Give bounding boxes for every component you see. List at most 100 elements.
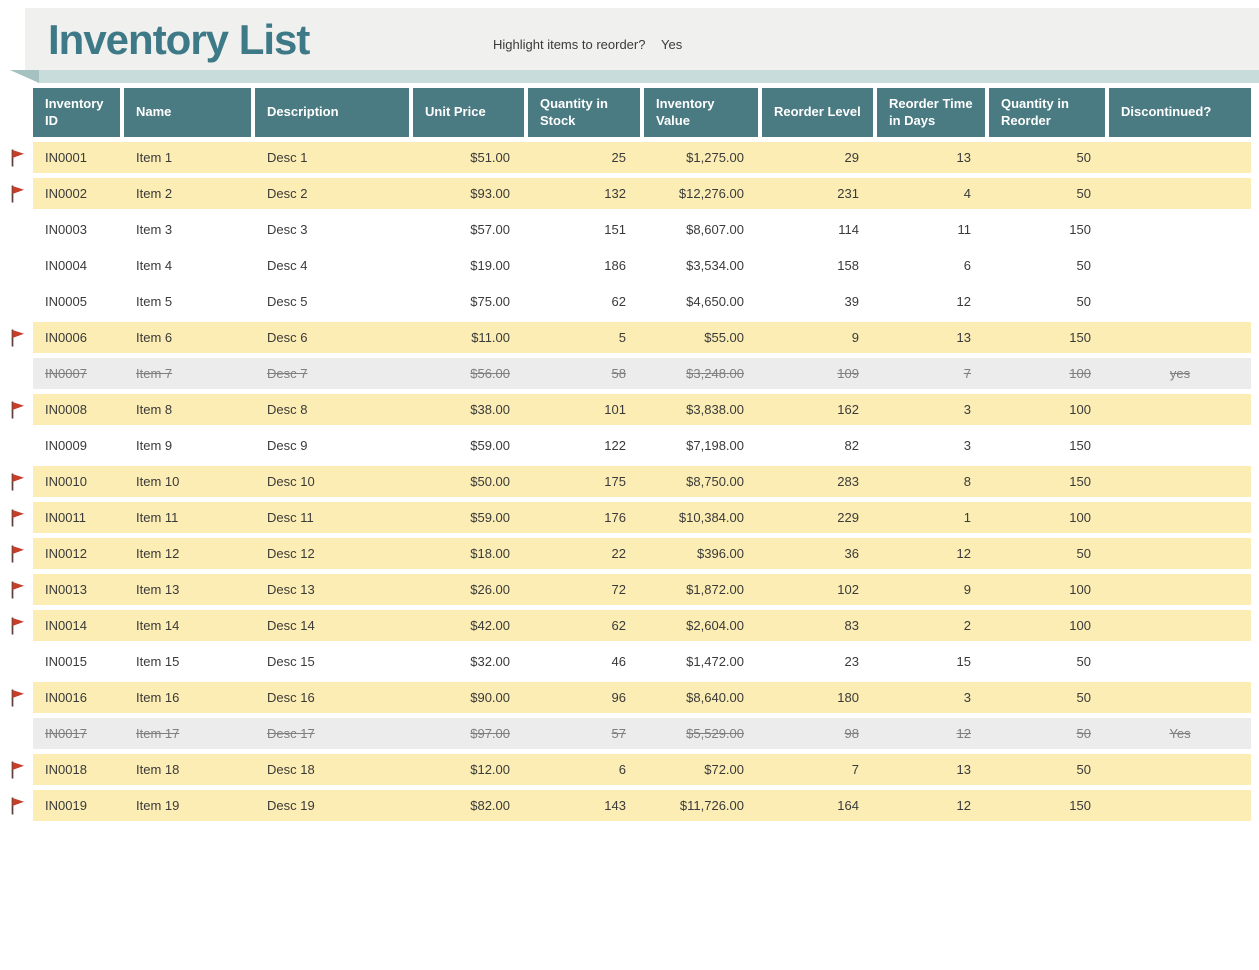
- cell-name[interactable]: Item 15: [136, 654, 180, 669]
- cell-quantity-in-reorder[interactable]: 50: [1076, 150, 1091, 165]
- cell-inventory-value[interactable]: $8,750.00: [686, 474, 744, 489]
- cell-inventory-value[interactable]: $2,604.00: [686, 618, 744, 633]
- cell-description[interactable]: Desc 14: [267, 618, 315, 633]
- cell-description[interactable]: Desc 11: [267, 510, 314, 525]
- cell-quantity-in-stock[interactable]: 151: [604, 222, 626, 237]
- cell-name[interactable]: Item 2: [136, 186, 173, 201]
- cell-description[interactable]: Desc 19: [267, 798, 315, 813]
- cell-description[interactable]: Desc 10: [267, 474, 315, 489]
- cell-quantity-in-stock[interactable]: 25: [611, 150, 626, 165]
- cell-quantity-in-reorder[interactable]: 150: [1069, 798, 1091, 813]
- cell-description[interactable]: Desc 1: [267, 150, 308, 165]
- cell-reorder-time[interactable]: 3: [963, 402, 971, 417]
- cell-name[interactable]: Item 1: [136, 150, 173, 165]
- cell-reorder-level[interactable]: 29: [844, 150, 859, 165]
- cell-description[interactable]: Desc 2: [267, 186, 308, 201]
- cell-description[interactable]: Desc 8: [267, 402, 308, 417]
- header-cell-reorder-level[interactable]: Reorder Level: [762, 88, 873, 137]
- cell-name[interactable]: Item 7: [136, 366, 173, 381]
- cell-inventory-id[interactable]: IN0004: [45, 258, 87, 273]
- cell-description[interactable]: Desc 4: [267, 258, 308, 273]
- header-cell-quantity-in-stock[interactable]: Quantity in Stock: [528, 88, 640, 137]
- header-cell-quantity-in-reorder[interactable]: Quantity in Reorder: [989, 88, 1105, 137]
- cell-inventory-value[interactable]: $7,198.00: [686, 438, 744, 453]
- cell-name[interactable]: Item 18: [136, 762, 180, 777]
- cell-inventory-id[interactable]: IN0006: [45, 330, 87, 345]
- cell-unit-price[interactable]: $75.00: [470, 294, 510, 309]
- cell-description[interactable]: Desc 13: [267, 582, 315, 597]
- cell-unit-price[interactable]: $42.00: [470, 618, 510, 633]
- cell-quantity-in-stock[interactable]: 96: [611, 690, 626, 705]
- cell-name[interactable]: Item 12: [136, 546, 180, 561]
- cell-reorder-time[interactable]: 12: [956, 726, 971, 741]
- cell-inventory-value[interactable]: $72.00: [704, 762, 744, 777]
- cell-quantity-in-reorder[interactable]: 50: [1076, 186, 1091, 201]
- cell-quantity-in-stock[interactable]: 6: [618, 762, 626, 777]
- cell-name[interactable]: Item 6: [136, 330, 173, 345]
- cell-name[interactable]: Item 5: [136, 294, 173, 309]
- cell-name[interactable]: Item 8: [136, 402, 173, 417]
- cell-reorder-level[interactable]: 102: [837, 582, 859, 597]
- cell-inventory-id[interactable]: IN0012: [45, 546, 87, 561]
- cell-inventory-id[interactable]: IN0018: [45, 762, 87, 777]
- cell-reorder-level[interactable]: 231: [837, 186, 859, 201]
- cell-reorder-time[interactable]: 9: [963, 582, 971, 597]
- cell-quantity-in-reorder[interactable]: 50: [1076, 258, 1091, 273]
- cell-inventory-id[interactable]: IN0011: [45, 510, 86, 525]
- cell-quantity-in-stock[interactable]: 22: [611, 546, 626, 561]
- cell-reorder-time[interactable]: 6: [963, 258, 971, 273]
- cell-reorder-time[interactable]: 12: [956, 798, 971, 813]
- cell-quantity-in-stock[interactable]: 58: [611, 366, 626, 381]
- cell-quantity-in-stock[interactable]: 5: [618, 330, 626, 345]
- cell-unit-price[interactable]: $90.00: [470, 690, 510, 705]
- cell-unit-price[interactable]: $57.00: [470, 222, 510, 237]
- cell-quantity-in-stock[interactable]: 46: [611, 654, 626, 669]
- cell-quantity-in-reorder[interactable]: 100: [1069, 582, 1091, 597]
- cell-description[interactable]: Desc 15: [267, 654, 315, 669]
- cell-inventory-id[interactable]: IN0016: [45, 690, 87, 705]
- cell-inventory-id[interactable]: IN0003: [45, 222, 87, 237]
- cell-reorder-level[interactable]: 180: [837, 690, 859, 705]
- cell-inventory-id[interactable]: IN0008: [45, 402, 87, 417]
- cell-quantity-in-stock[interactable]: 132: [604, 186, 626, 201]
- cell-reorder-level[interactable]: 283: [837, 474, 859, 489]
- cell-reorder-time[interactable]: 12: [956, 546, 971, 561]
- cell-inventory-id[interactable]: IN0019: [45, 798, 87, 813]
- cell-quantity-in-reorder[interactable]: 150: [1069, 438, 1091, 453]
- cell-name[interactable]: Item 10: [136, 474, 180, 489]
- cell-quantity-in-stock[interactable]: 62: [611, 294, 626, 309]
- cell-unit-price[interactable]: $97.00: [470, 726, 510, 741]
- cell-inventory-id[interactable]: IN0015: [45, 654, 87, 669]
- cell-name[interactable]: Item 19: [136, 798, 180, 813]
- cell-quantity-in-reorder[interactable]: 100: [1069, 510, 1091, 525]
- cell-unit-price[interactable]: $12.00: [470, 762, 510, 777]
- cell-name[interactable]: Item 14: [136, 618, 180, 633]
- cell-description[interactable]: Desc 16: [267, 690, 315, 705]
- cell-quantity-in-reorder[interactable]: 150: [1069, 474, 1091, 489]
- cell-reorder-time[interactable]: 2: [963, 618, 971, 633]
- cell-reorder-level[interactable]: 9: [851, 330, 859, 345]
- cell-quantity-in-reorder[interactable]: 50: [1076, 690, 1091, 705]
- cell-unit-price[interactable]: $50.00: [470, 474, 510, 489]
- cell-quantity-in-reorder[interactable]: 100: [1069, 366, 1091, 381]
- cell-name[interactable]: Item 17: [136, 726, 180, 741]
- cell-reorder-level[interactable]: 114: [838, 222, 859, 237]
- cell-inventory-id[interactable]: IN0017: [45, 726, 87, 741]
- header-cell-inventory-value[interactable]: Inventory Value: [644, 88, 758, 137]
- cell-inventory-value[interactable]: $3,534.00: [686, 258, 744, 273]
- cell-reorder-level[interactable]: 7: [851, 762, 859, 777]
- cell-inventory-value[interactable]: $1,472.00: [686, 654, 744, 669]
- cell-reorder-time[interactable]: 3: [963, 438, 971, 453]
- cell-reorder-level[interactable]: 39: [844, 294, 859, 309]
- cell-inventory-value[interactable]: $8,607.00: [686, 222, 744, 237]
- header-cell-description[interactable]: Description: [255, 88, 409, 137]
- cell-description[interactable]: Desc 18: [267, 762, 315, 777]
- cell-inventory-id[interactable]: IN0001: [45, 150, 87, 165]
- cell-quantity-in-stock[interactable]: 122: [604, 438, 626, 453]
- cell-discontinued[interactable]: yes: [1169, 366, 1191, 381]
- header-cell-reorder-time[interactable]: Reorder Time in Days: [877, 88, 985, 137]
- cell-reorder-time[interactable]: 13: [956, 150, 971, 165]
- cell-reorder-level[interactable]: 23: [844, 654, 859, 669]
- cell-quantity-in-reorder[interactable]: 150: [1069, 330, 1091, 345]
- cell-reorder-level[interactable]: 98: [844, 726, 859, 741]
